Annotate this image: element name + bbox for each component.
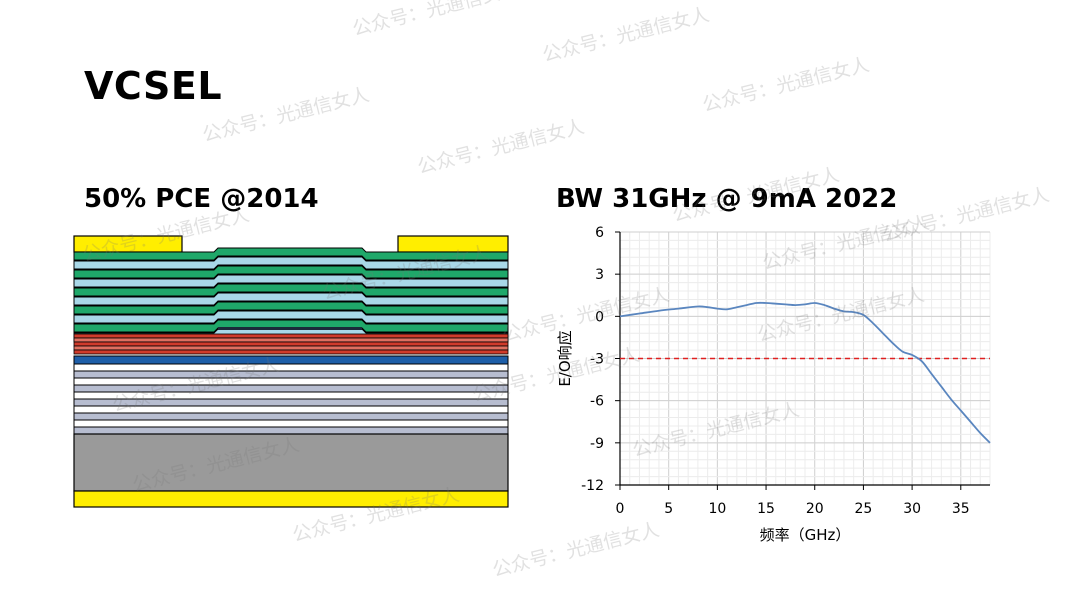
x-tick-label: 15	[757, 501, 775, 517]
top-dbr-layer	[73, 247, 509, 261]
x-tick-label: 5	[664, 501, 673, 517]
bottom-contact	[73, 490, 509, 508]
page-title: VCSEL	[84, 64, 223, 108]
x-tick-label: 25	[855, 501, 873, 517]
top-dbr-layer	[73, 301, 509, 315]
bottom-dbr-stack	[73, 363, 509, 435]
substrate	[73, 433, 509, 492]
y-tick-label: 3	[595, 267, 604, 283]
x-tick-label: 20	[806, 501, 824, 517]
top-dbr-layer	[73, 319, 509, 333]
x-tick-label: 0	[616, 501, 625, 517]
top-dbr-layer	[73, 274, 509, 288]
top-dbr-layer	[73, 292, 509, 306]
chart-grid	[619, 231, 991, 486]
bandwidth-chart-subtitle: BW 31GHz @ 9mA 2022	[556, 184, 898, 214]
x-tick-label: 35	[952, 501, 970, 517]
x-tick-label: 10	[708, 501, 726, 517]
top-dbr-layer	[73, 256, 509, 270]
y-tick-label: -9	[590, 436, 604, 452]
top-dbr-layer	[73, 283, 509, 297]
active-region	[73, 333, 509, 365]
oxide-aperture-layer	[218, 327, 362, 330]
active-layer	[73, 349, 509, 355]
top-dbr-layer	[73, 265, 509, 279]
y-tick-label: -6	[590, 394, 604, 410]
y-tick-label: -12	[581, 478, 604, 494]
y-axis-label: E/O响应	[556, 330, 574, 386]
top-dbr-layer	[73, 310, 509, 324]
eo-response-series-line	[619, 301, 991, 444]
y-tick-label: 0	[595, 309, 604, 325]
y-tick-label: 6	[595, 225, 604, 241]
chart-tick-labels: 630-3-6-9-120 5 10 15 20 25 30 35	[581, 225, 970, 517]
vcsel-structure-subtitle: 50% PCE @2014	[84, 184, 319, 214]
x-tick-label: 30	[903, 501, 921, 517]
y-tick-label: -3	[590, 352, 604, 368]
x-axis-label: 频率（GHz）	[760, 526, 851, 544]
